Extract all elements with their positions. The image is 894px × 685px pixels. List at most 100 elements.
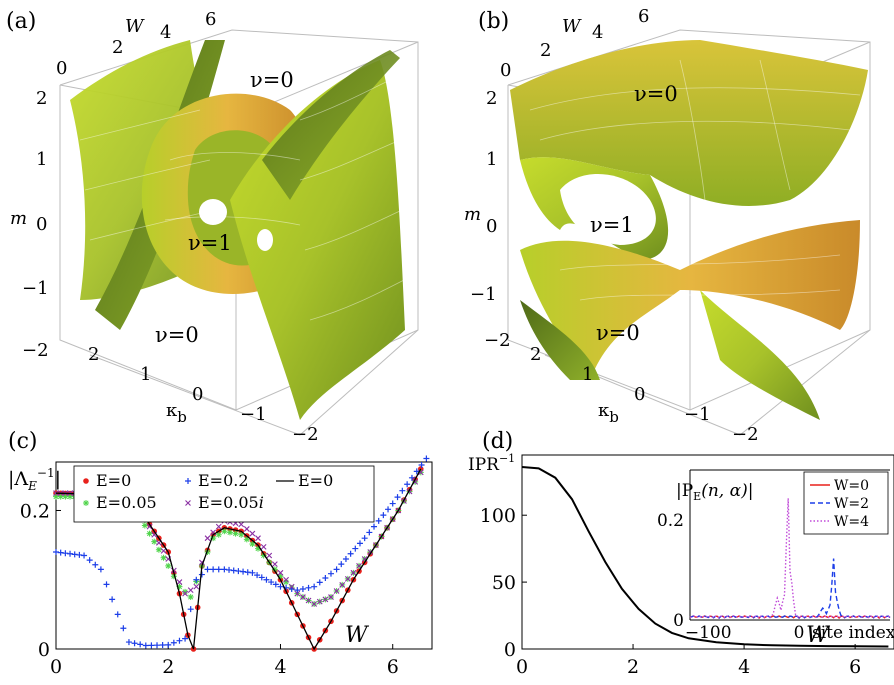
- panel-c-series-2-point: [316, 579, 323, 586]
- panel-c-series-2-point: [193, 576, 200, 583]
- panel-c-series-2-point: [268, 579, 275, 586]
- panel-c-series-2-point: [394, 494, 401, 501]
- panel-b: (b) W 0 2 4: [464, 6, 871, 445]
- panel-c-series-2-point: [210, 566, 217, 573]
- panel-c-series-2-point: [154, 642, 161, 649]
- panel-c-series-2-point: [176, 637, 183, 644]
- panel-c-series-2-point: [254, 572, 261, 579]
- panel-c-series-2-point: [380, 512, 387, 519]
- panel-c-series-2-point: [272, 581, 279, 588]
- panel-a-m-tick-0: 0: [36, 214, 47, 235]
- panel-c-series-2-point: [97, 566, 104, 573]
- panel-a-k-axis-label: κb: [166, 400, 187, 426]
- panel-c-series-2-point: [86, 557, 93, 564]
- panel-c-series-1-point: [260, 552, 267, 559]
- panel-c-series-2-point: [125, 639, 132, 646]
- panel-a-region-mid: ν=1: [188, 231, 232, 255]
- panel-c-xtick-label-0: 0: [50, 656, 62, 678]
- panel-a-m-tick-m1: −1: [22, 278, 49, 299]
- panel-b-w-tick-6: 6: [638, 6, 649, 27]
- panel-c-legend-box: [73, 465, 375, 523]
- panel-c-series-2-point: [338, 561, 345, 568]
- panel-c-series-3-point: [243, 526, 250, 532]
- panel-c-series-2-point: [120, 625, 127, 632]
- panel-b-region-bot: ν=0: [596, 321, 640, 345]
- panel-c-xtick-label-1: 2: [162, 656, 174, 678]
- panel-a-surface: [70, 40, 405, 420]
- panel-d-xtick-label-3: 6: [849, 656, 861, 678]
- panel-c-series-3-point: [238, 521, 245, 528]
- panel-a-w-tick-6: 6: [205, 9, 216, 30]
- panel-b-label: (b): [478, 9, 509, 34]
- panel-c-series-4-line: [55, 468, 422, 651]
- panel-a-m-tick-m2: −2: [22, 340, 49, 361]
- panel-c-series-2-point: [361, 535, 368, 542]
- panel-c-series-2-point: [305, 584, 312, 591]
- panel-b-w-tick-2: 2: [540, 40, 551, 61]
- panel-a-w-tick-0: 0: [56, 58, 67, 79]
- panel-c-series-3-point: [339, 582, 346, 588]
- panel-c-legend-label-3: E=0.05i: [198, 493, 264, 512]
- panel-c-series-3-point: [305, 597, 312, 604]
- panel-c-series-2-point: [352, 545, 359, 552]
- panel-c-series-1-point: [151, 538, 158, 545]
- panel-c-series-2-point: [385, 506, 392, 513]
- panel-b-k-tick-2: 2: [530, 344, 541, 365]
- panel-c-series-1-point: [226, 529, 233, 536]
- panel-c-series-1-point: [243, 536, 250, 543]
- panel-d-inset-legend-label-2: W=4: [834, 514, 869, 530]
- panel-c-series-2-point: [418, 461, 425, 468]
- panel-c-series-2-point: [170, 639, 177, 646]
- panel-d-inset-legend-label-0: W=0: [834, 478, 869, 494]
- panel-c-series-3-point: [182, 590, 188, 597]
- panel-c-series-2-point: [204, 566, 211, 573]
- panel-c-series-1-point: [277, 573, 284, 580]
- panel-c-series-3-point: [277, 569, 284, 576]
- panel-c-series-3-point: [260, 543, 267, 550]
- panel-c-ytick-label-1: 0.2: [20, 500, 50, 522]
- panel-c-series-3-point: [333, 588, 340, 594]
- panel-d-xtick-label-2: 4: [738, 656, 750, 678]
- panel-c-series-2-point: [165, 641, 172, 648]
- panel-c-series-3-point: [288, 583, 295, 590]
- panel-c-legend-swatch-1: [83, 500, 89, 506]
- panel-b-k-tick-1: 1: [582, 364, 593, 385]
- panel-c-legend-swatch-0: [83, 478, 89, 484]
- panel-c-series-2-point: [294, 587, 301, 594]
- panel-c-xtick-label-3: 6: [387, 656, 399, 678]
- panel-c-series-3-point: [316, 598, 323, 605]
- panel-c-series-1-point: [141, 522, 148, 529]
- panel-c-series-1-point: [182, 588, 189, 595]
- panel-c: (c) |ΛE−1| 0 2 4 6 0 0.2 W E=0 E=0.05 E=0.2 E=0.…: [8, 429, 433, 678]
- panel-c-series-3-point: [344, 575, 351, 582]
- panel-c-series-2-point: [159, 642, 166, 649]
- panel-b-m-tick-0: 0: [486, 216, 497, 237]
- panel-b-w-tick-0: 0: [500, 60, 511, 81]
- panel-b-m-tick-m2: −2: [484, 330, 511, 351]
- panel-c-series-1-point: [221, 528, 228, 535]
- panel-c-series-1-point: [255, 545, 262, 552]
- panel-c-series-3-point: [193, 583, 200, 590]
- panel-c-series-2-point: [137, 641, 144, 648]
- panel-c-series-2-point: [342, 555, 349, 562]
- panel-c-series-1-point: [160, 554, 167, 561]
- panel-c-series-1-point: [238, 531, 245, 538]
- panel-c-series-2-point: [389, 500, 396, 507]
- panel-a-w-axis-label: W: [125, 16, 145, 37]
- panel-c-series-3-point: [204, 535, 211, 542]
- panel-c-series-3-point: [311, 601, 318, 607]
- panel-c-legend-label-4: E=0: [298, 471, 333, 490]
- panel-c-series-4: [55, 468, 422, 651]
- panel-a-m-tick-1: 1: [36, 149, 47, 170]
- panel-d-ytick-label-1: 50: [492, 572, 516, 594]
- panel-d-y-axis-label: IPR−1: [468, 452, 515, 475]
- panel-b-m-tick-1: 1: [486, 149, 497, 170]
- panel-a-w-tick-4: 4: [160, 22, 171, 43]
- panel-c-series-2-point: [333, 566, 340, 573]
- panel-d-inset: −100 000.2 |PE(n, α)| site index W=0W=2W=…: [657, 468, 894, 643]
- panel-c-series-1-point: [57, 493, 64, 500]
- panel-c-series-2-point: [263, 576, 270, 583]
- panel-b-region-top: ν=0: [634, 82, 678, 106]
- panel-c-series-2-point: [371, 523, 378, 530]
- panel-c-series-3-point: [266, 552, 273, 559]
